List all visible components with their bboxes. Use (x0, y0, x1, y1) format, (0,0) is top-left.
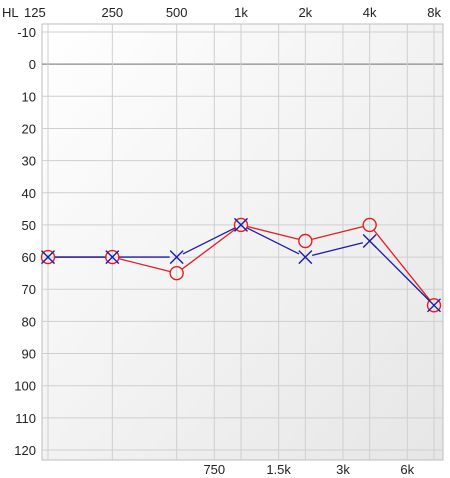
top-tick-label: 2k (298, 5, 312, 20)
data-point-x (362, 234, 377, 248)
data-point-circle (105, 249, 120, 265)
series-segment (311, 225, 364, 240)
series-segment (373, 229, 431, 301)
data-point-x (427, 298, 441, 313)
bottom-tick-label: 3k (336, 462, 350, 477)
top-tick-label: 125 (24, 5, 46, 20)
y-tick-label: 80 (22, 314, 36, 329)
y-tick-label: 50 (22, 218, 36, 233)
series-segment (181, 228, 236, 270)
data-point-circle (362, 217, 377, 233)
data-point-x (298, 250, 313, 265)
series-segment (182, 227, 236, 255)
data-point-circle (298, 233, 313, 249)
top-tick-label: 4k (363, 5, 377, 20)
series-segment (246, 227, 300, 255)
y-tick-label: 30 (22, 154, 36, 169)
y-tick-label: 120 (14, 443, 36, 458)
y-tick-label: 70 (22, 282, 36, 297)
y-tick-label: 110 (15, 411, 36, 426)
y-tick-label: 90 (22, 347, 36, 362)
y-tick-label: 100 (14, 379, 36, 394)
data-point-x (234, 217, 248, 232)
data-point-x (169, 250, 184, 265)
bottom-tick-label: 6k (400, 462, 414, 477)
bottom-frequency-ticks: 750 1.5k 3k 6k (203, 462, 414, 477)
series (40, 217, 442, 313)
data-point-circle (169, 265, 184, 281)
bottom-tick-label: 750 (203, 462, 225, 477)
y-tick-label: 60 (22, 250, 36, 265)
y-axis-ticks: -10 0 10 20 30 40 50 60 70 80 90 100 110 120 (14, 25, 36, 458)
corner-label: HL (2, 5, 19, 20)
series-x (41, 217, 441, 313)
top-tick-label: 250 (101, 5, 123, 20)
y-tick-label: 40 (22, 186, 36, 201)
data-point-circle (40, 249, 56, 265)
series-segment (247, 225, 299, 240)
y-tick-label: -10 (17, 25, 36, 40)
y-tick-label: 0 (29, 57, 36, 72)
series-segment (374, 245, 430, 301)
data-point-x (105, 250, 120, 265)
series-segment (311, 242, 364, 257)
series-segment (118, 258, 171, 273)
y-tick-label: 10 (22, 89, 36, 104)
top-tick-label: 1k (234, 5, 248, 20)
y-tick-label: 20 (22, 121, 36, 136)
data-point-circle (233, 217, 249, 233)
top-frequency-ticks: 125 250 500 1k 2k 4k 8k (24, 5, 441, 20)
top-tick-label: 500 (166, 5, 188, 20)
top-tick-label: 8k (427, 5, 441, 20)
data-point-x (41, 250, 55, 265)
bottom-tick-label: 1.5k (266, 462, 291, 477)
data-point-circle (426, 298, 442, 313)
